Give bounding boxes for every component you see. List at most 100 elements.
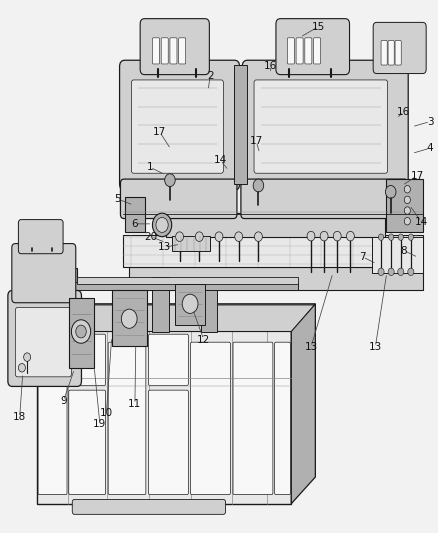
FancyBboxPatch shape bbox=[18, 220, 63, 254]
Circle shape bbox=[121, 309, 137, 328]
FancyBboxPatch shape bbox=[314, 38, 321, 64]
Circle shape bbox=[346, 231, 354, 241]
Circle shape bbox=[195, 232, 203, 241]
Polygon shape bbox=[245, 184, 403, 213]
Polygon shape bbox=[53, 305, 314, 332]
FancyBboxPatch shape bbox=[120, 179, 237, 219]
FancyBboxPatch shape bbox=[108, 342, 146, 495]
Circle shape bbox=[152, 213, 172, 237]
Polygon shape bbox=[386, 179, 423, 232]
Text: 2: 2 bbox=[207, 71, 214, 80]
Polygon shape bbox=[201, 282, 217, 332]
Polygon shape bbox=[60, 268, 77, 332]
FancyBboxPatch shape bbox=[381, 41, 387, 65]
Circle shape bbox=[408, 268, 414, 276]
Text: 14: 14 bbox=[415, 217, 428, 227]
Circle shape bbox=[408, 234, 413, 240]
Text: 8: 8 bbox=[400, 246, 407, 255]
Circle shape bbox=[24, 353, 31, 361]
Text: 20: 20 bbox=[145, 232, 158, 241]
Text: 14: 14 bbox=[214, 155, 227, 165]
FancyBboxPatch shape bbox=[296, 38, 303, 64]
Circle shape bbox=[71, 320, 91, 343]
Circle shape bbox=[404, 185, 410, 193]
Circle shape bbox=[215, 232, 223, 241]
FancyBboxPatch shape bbox=[69, 390, 106, 495]
Text: 15: 15 bbox=[312, 22, 325, 31]
Text: 16: 16 bbox=[397, 107, 410, 117]
Polygon shape bbox=[112, 290, 147, 346]
FancyBboxPatch shape bbox=[287, 38, 294, 64]
Circle shape bbox=[404, 196, 410, 204]
Text: 13: 13 bbox=[158, 243, 171, 252]
Polygon shape bbox=[291, 304, 315, 504]
Text: 13: 13 bbox=[304, 342, 318, 352]
Text: 6: 6 bbox=[131, 219, 138, 229]
Text: 12: 12 bbox=[197, 335, 210, 344]
FancyBboxPatch shape bbox=[170, 38, 177, 64]
Polygon shape bbox=[123, 235, 423, 266]
Text: 11: 11 bbox=[128, 399, 141, 409]
Text: 7: 7 bbox=[359, 252, 366, 262]
Circle shape bbox=[404, 217, 410, 225]
FancyBboxPatch shape bbox=[140, 19, 209, 75]
FancyBboxPatch shape bbox=[241, 179, 408, 219]
Circle shape bbox=[333, 231, 341, 241]
FancyBboxPatch shape bbox=[305, 38, 312, 64]
FancyBboxPatch shape bbox=[373, 22, 426, 74]
Polygon shape bbox=[152, 277, 169, 332]
Circle shape bbox=[254, 232, 262, 241]
FancyBboxPatch shape bbox=[388, 41, 394, 65]
Circle shape bbox=[385, 185, 396, 198]
Circle shape bbox=[156, 217, 168, 232]
Polygon shape bbox=[125, 184, 232, 213]
Circle shape bbox=[320, 231, 328, 241]
Circle shape bbox=[398, 268, 404, 276]
Text: 3: 3 bbox=[427, 117, 434, 126]
Circle shape bbox=[398, 234, 403, 240]
Text: 10: 10 bbox=[100, 408, 113, 418]
Circle shape bbox=[165, 174, 175, 187]
Polygon shape bbox=[69, 298, 94, 368]
Circle shape bbox=[378, 268, 384, 276]
FancyBboxPatch shape bbox=[191, 342, 230, 495]
Circle shape bbox=[307, 231, 315, 241]
FancyBboxPatch shape bbox=[152, 38, 159, 64]
FancyBboxPatch shape bbox=[15, 308, 71, 377]
Polygon shape bbox=[172, 236, 210, 251]
Text: 17: 17 bbox=[250, 136, 263, 146]
FancyBboxPatch shape bbox=[242, 60, 408, 190]
FancyBboxPatch shape bbox=[120, 60, 240, 190]
Circle shape bbox=[76, 325, 86, 338]
Text: 17: 17 bbox=[153, 127, 166, 137]
Polygon shape bbox=[234, 65, 247, 184]
FancyBboxPatch shape bbox=[276, 19, 350, 75]
Text: 16: 16 bbox=[264, 61, 277, 70]
Circle shape bbox=[253, 179, 264, 192]
Circle shape bbox=[389, 234, 394, 240]
Circle shape bbox=[18, 364, 25, 372]
Polygon shape bbox=[129, 266, 423, 290]
FancyBboxPatch shape bbox=[8, 290, 81, 386]
Circle shape bbox=[182, 294, 198, 313]
FancyBboxPatch shape bbox=[131, 80, 223, 173]
FancyBboxPatch shape bbox=[69, 334, 106, 385]
Text: 18: 18 bbox=[13, 412, 26, 422]
FancyBboxPatch shape bbox=[254, 80, 388, 173]
Circle shape bbox=[388, 268, 394, 276]
Text: 13: 13 bbox=[369, 342, 382, 352]
FancyBboxPatch shape bbox=[38, 342, 67, 495]
FancyBboxPatch shape bbox=[161, 38, 168, 64]
Text: 17: 17 bbox=[410, 171, 424, 181]
Text: 19: 19 bbox=[93, 419, 106, 429]
Text: 5: 5 bbox=[114, 194, 121, 204]
Polygon shape bbox=[372, 237, 423, 273]
FancyBboxPatch shape bbox=[12, 244, 76, 303]
Text: 1: 1 bbox=[147, 163, 154, 172]
FancyBboxPatch shape bbox=[72, 499, 226, 514]
Text: 9: 9 bbox=[60, 396, 67, 406]
Circle shape bbox=[404, 207, 410, 214]
FancyBboxPatch shape bbox=[275, 342, 290, 495]
Circle shape bbox=[235, 232, 243, 241]
FancyBboxPatch shape bbox=[148, 390, 188, 495]
